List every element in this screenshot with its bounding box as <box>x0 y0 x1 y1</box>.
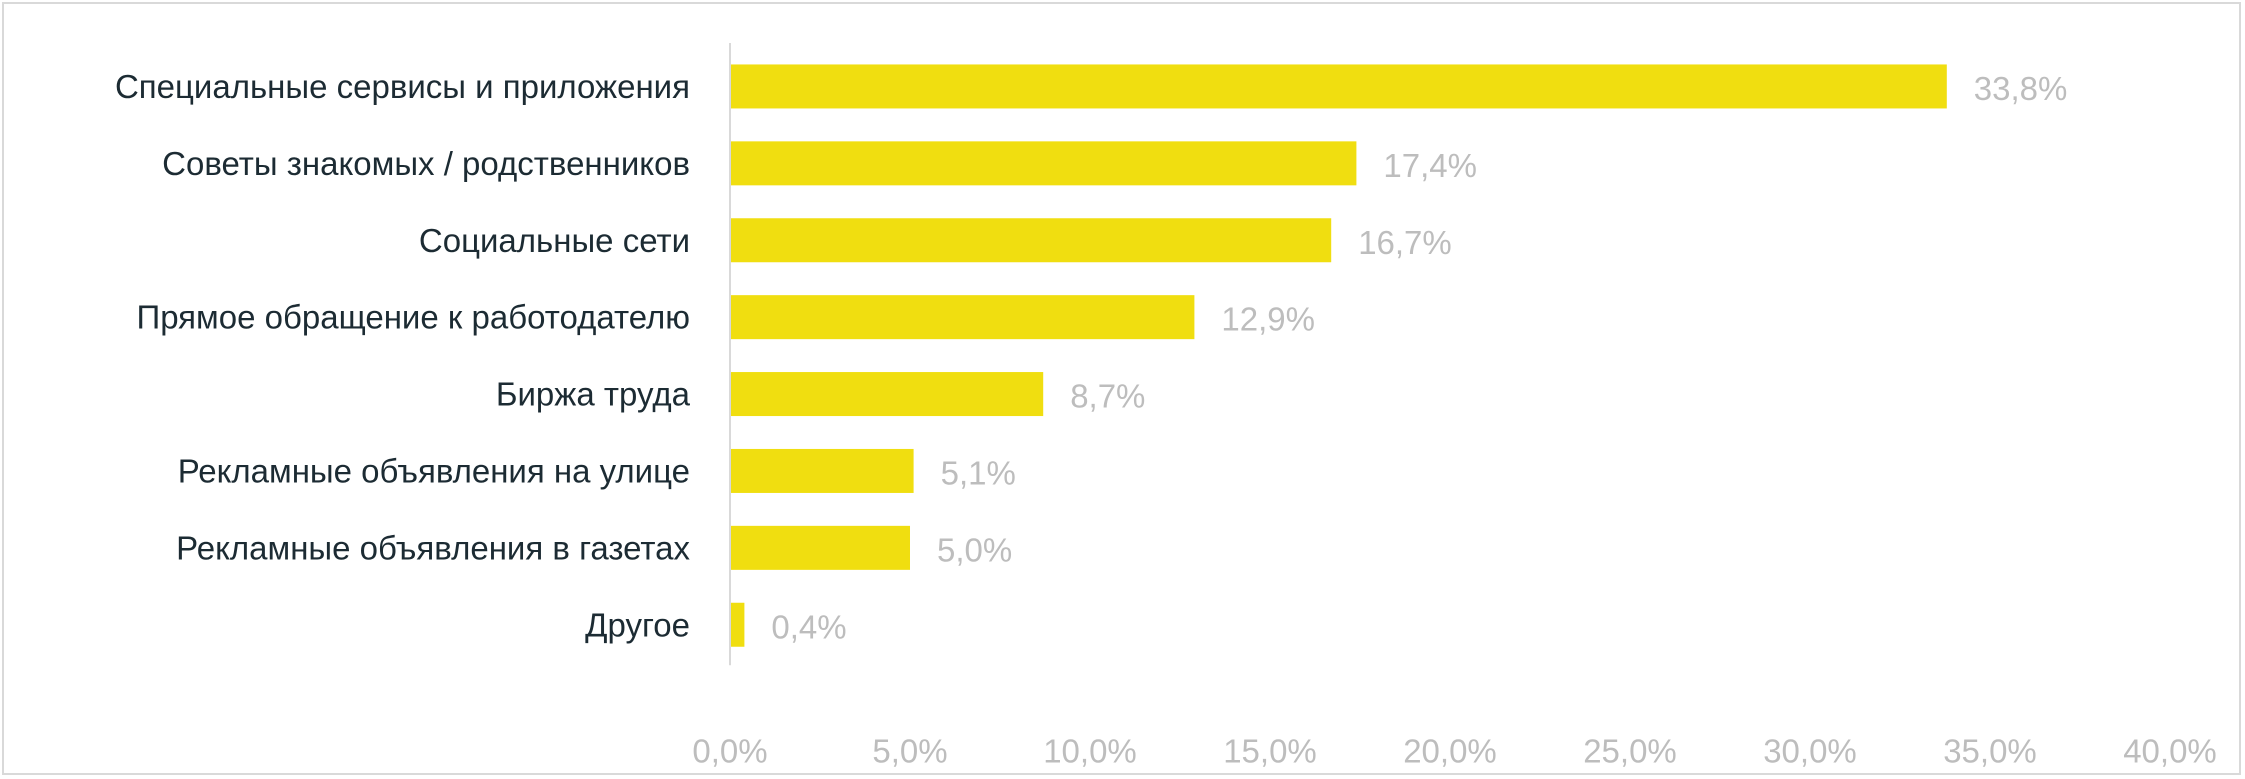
category-label-1: Советы знакомых / родственников <box>162 145 690 182</box>
x-tick-label-6: 30,0% <box>1763 733 1857 770</box>
value-label-4: 8,7% <box>1070 378 1145 415</box>
x-tick-label-4: 20,0% <box>1403 733 1497 770</box>
value-label-2: 16,7% <box>1358 224 1452 261</box>
category-label-2: Социальные сети <box>419 222 690 259</box>
x-tick-label-1: 5,0% <box>872 733 947 770</box>
x-tick-label-7: 35,0% <box>1943 733 2037 770</box>
value-label-1: 17,4% <box>1383 147 1477 184</box>
category-label-5: Рекламные объявления на улице <box>178 452 690 489</box>
x-tick-label-2: 10,0% <box>1043 733 1137 770</box>
x-tick-label-5: 25,0% <box>1583 733 1677 770</box>
category-label-3: Прямое обращение к работодателю <box>136 299 690 336</box>
value-label-0: 33,8% <box>1974 70 2068 107</box>
value-label-5: 5,1% <box>941 454 1016 491</box>
x-tick-label-3: 15,0% <box>1223 733 1317 770</box>
category-label-7: Другое <box>585 606 690 643</box>
bars-layer <box>731 64 1947 647</box>
x-axis-ticks: 0,0% 5,0% 10,0% 15,0% 20,0% 25,0% 30,0% 35,0% 40… <box>692 733 2216 770</box>
value-labels: 33,8% 17,4% 16,7% 12,9% 8,7% 5,1% 5,0% 0,4% <box>771 70 2067 645</box>
category-label-4: Биржа труда <box>496 376 691 413</box>
value-label-7: 0,4% <box>771 608 846 645</box>
bar-5 <box>731 448 914 493</box>
category-labels: Специальные сервисы и приложения Советы з… <box>115 68 691 643</box>
bar-4 <box>731 372 1044 417</box>
bar-0 <box>731 64 1947 109</box>
category-label-0: Специальные сервисы и приложения <box>115 68 690 105</box>
bar-3 <box>731 295 1195 340</box>
x-tick-label-0: 0,0% <box>692 733 767 770</box>
bar-6 <box>731 525 910 570</box>
category-label-6: Рекламные объявления в газетах <box>176 529 690 566</box>
value-label-6: 5,0% <box>937 531 1012 568</box>
bar-1 <box>731 141 1357 186</box>
value-label-3: 12,9% <box>1221 301 1315 338</box>
x-tick-label-8: 40,0% <box>2123 733 2217 770</box>
bar-2 <box>731 218 1332 263</box>
bar-7 <box>731 602 745 647</box>
